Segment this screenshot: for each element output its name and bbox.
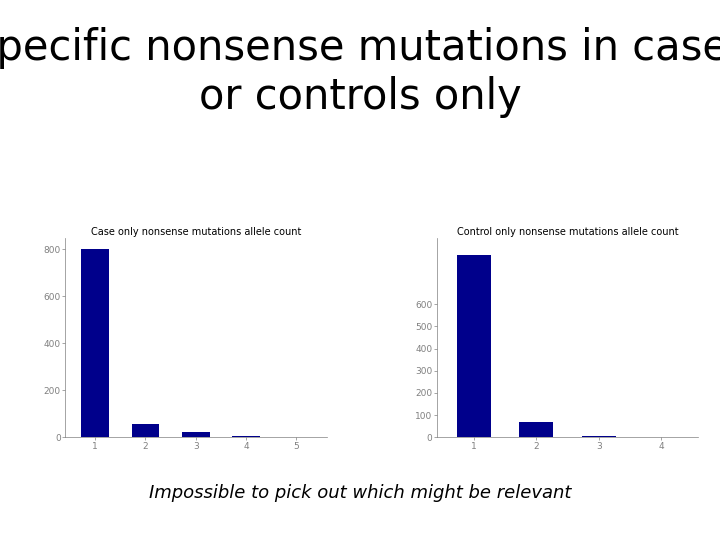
Bar — [132, 424, 159, 437]
Bar — [182, 432, 210, 437]
Bar — [233, 436, 260, 437]
Title: Control only nonsense mutations allele count: Control only nonsense mutations allele c… — [456, 227, 678, 237]
Bar — [582, 436, 616, 437]
Text: Impossible to pick out which might be relevant: Impossible to pick out which might be re… — [149, 484, 571, 502]
Bar — [644, 436, 678, 437]
Bar — [81, 249, 109, 437]
Bar — [457, 255, 491, 437]
Title: Case only nonsense mutations allele count: Case only nonsense mutations allele coun… — [91, 227, 301, 237]
Text: Specific nonsense mutations in cases
or controls only: Specific nonsense mutations in cases or … — [0, 27, 720, 118]
Bar — [519, 422, 554, 437]
